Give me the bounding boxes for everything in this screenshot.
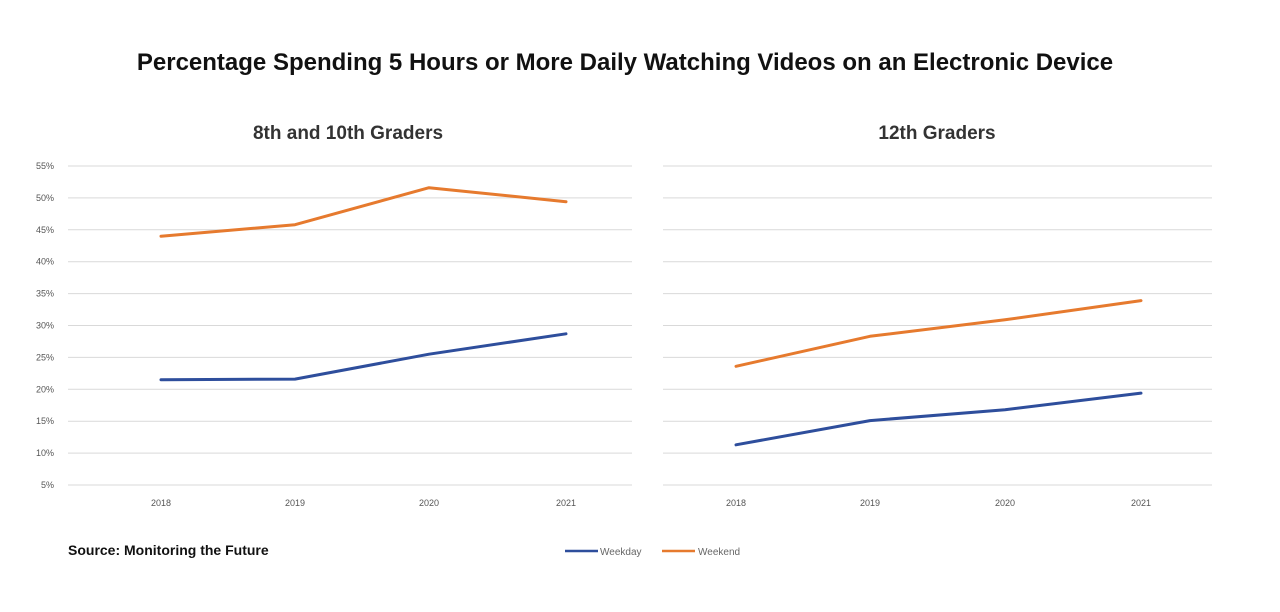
panel-title: 8th and 10th Graders <box>253 123 443 144</box>
x-tick-label: 2019 <box>860 498 880 508</box>
source-note: Source: Monitoring the Future <box>68 542 269 558</box>
y-tick-label: 25% <box>36 352 54 362</box>
x-tick-label: 2018 <box>151 498 171 508</box>
series-line-weekday <box>159 332 568 382</box>
y-tick-label: 55% <box>36 161 54 171</box>
series-line-weekend <box>734 299 1143 368</box>
y-tick-label: 15% <box>36 416 54 426</box>
y-tick-label: 50% <box>36 193 54 203</box>
x-tick-label: 2021 <box>556 498 576 508</box>
x-tick-label: 2021 <box>1131 498 1151 508</box>
y-tick-label: 10% <box>36 448 54 458</box>
series-line-weekend <box>159 186 568 238</box>
x-tick-label: 2020 <box>419 498 439 508</box>
chart-title: Percentage Spending 5 Hours or More Dail… <box>137 49 1113 76</box>
y-tick-label: 35% <box>36 289 54 299</box>
y-tick-label: 20% <box>36 384 54 394</box>
legend: Weekday Weekend <box>565 547 740 558</box>
y-tick-label: 5% <box>41 480 54 490</box>
y-tick-label: 40% <box>36 257 54 267</box>
x-tick-label: 2019 <box>285 498 305 508</box>
y-tick-label: 45% <box>36 225 54 235</box>
x-tick-label: 2020 <box>995 498 1015 508</box>
panel-title: 12th Graders <box>878 123 995 144</box>
y-tick-label: 30% <box>36 321 54 331</box>
x-tick-label: 2018 <box>726 498 746 508</box>
legend-label-weekend: Weekend <box>698 547 740 558</box>
legend-label-weekday: Weekday <box>600 547 642 558</box>
chart-panel-12th-graders: 12th Graders 2018 2019 2020 2021 <box>663 123 1212 508</box>
series-line-weekday <box>734 391 1143 447</box>
chart-panel-8th-10th-graders: 8th and 10th Graders 5% 10% 15% 20% 25% 30% 35… <box>36 123 632 508</box>
